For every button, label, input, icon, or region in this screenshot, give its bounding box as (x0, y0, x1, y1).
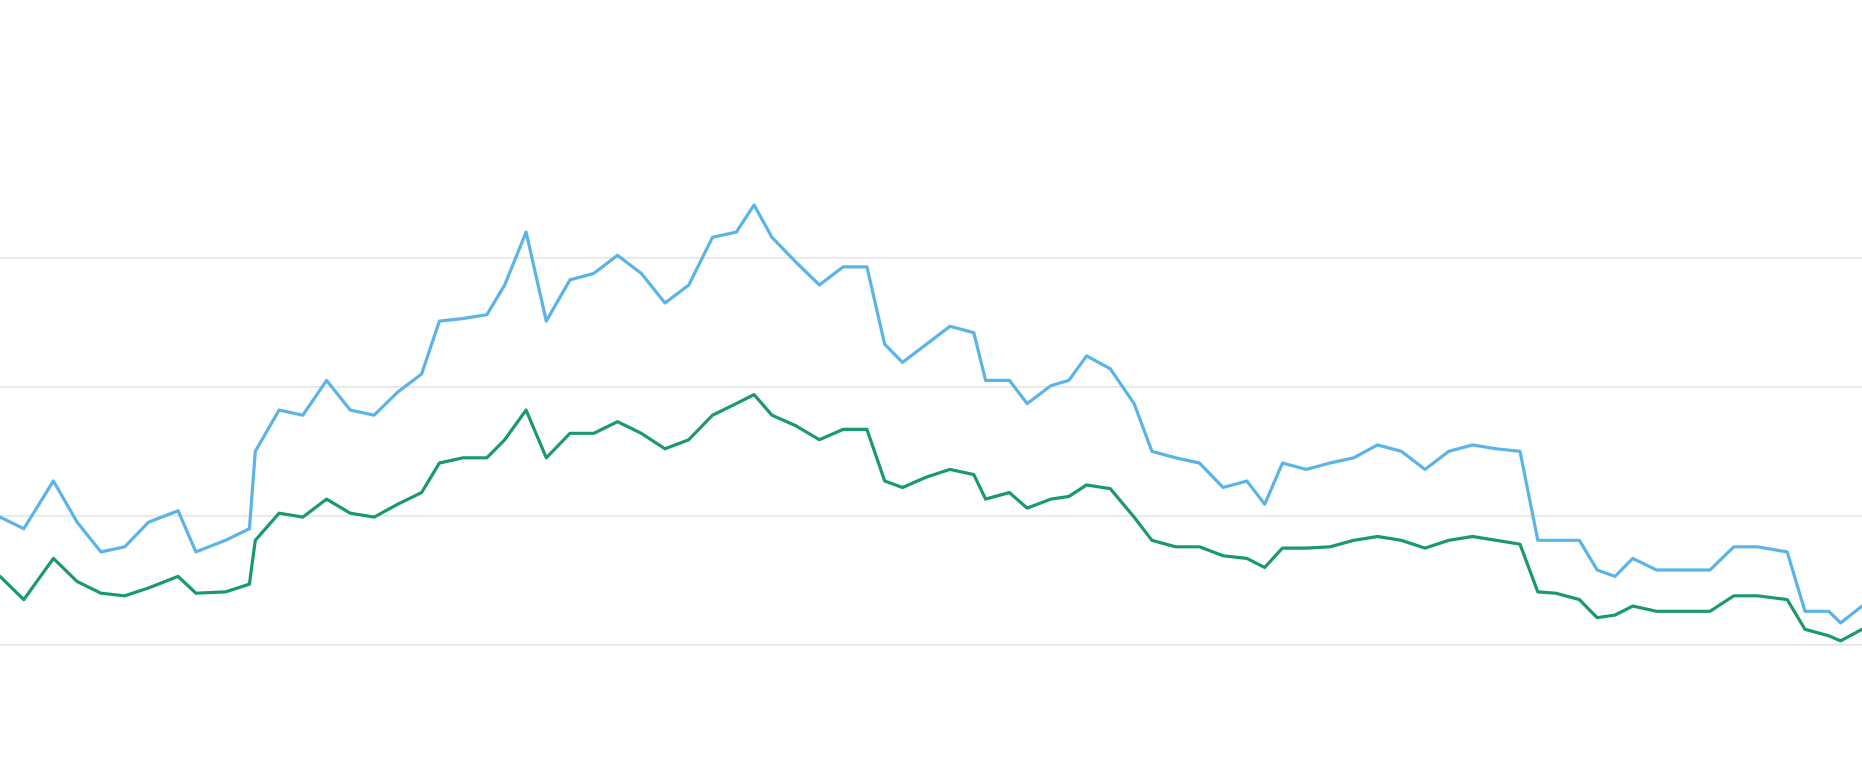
series-line (0, 393, 1862, 643)
series-line (0, 203, 1862, 625)
